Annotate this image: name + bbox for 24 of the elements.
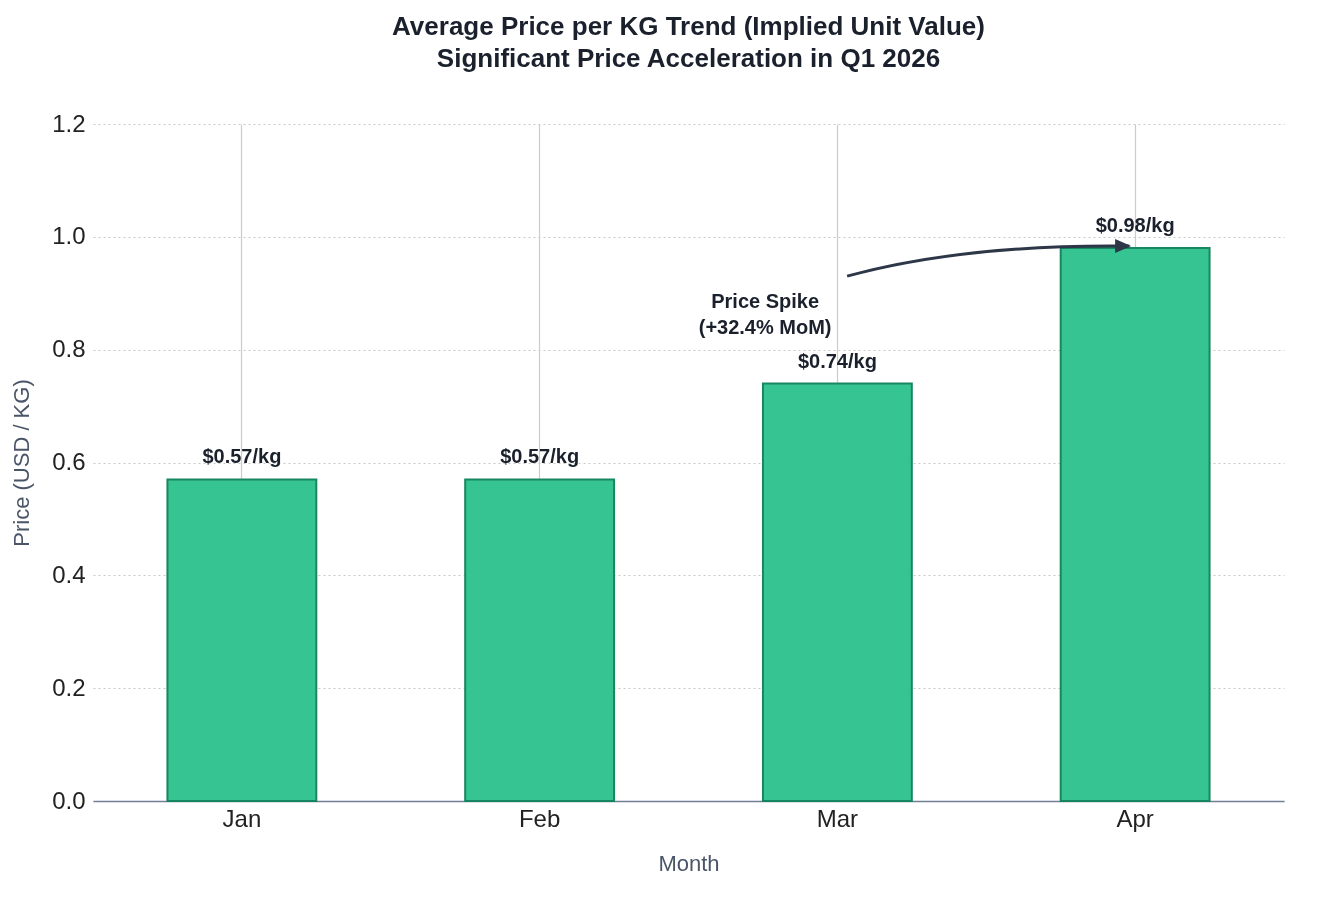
x-tick-label: Apr — [1116, 804, 1154, 832]
y-tick-label: 0.8 — [52, 335, 86, 363]
bar — [464, 478, 616, 802]
y-tick-label: 1.2 — [52, 109, 86, 137]
x-tick-label: Mar — [816, 804, 859, 832]
chart-subtitle: Significant Price Acceleration in Q1 2026 — [436, 43, 941, 73]
annotation: Price Spike (+32.4% MoM) — [698, 290, 832, 339]
x-axis-title: Month — [658, 850, 720, 876]
x-tick-label: Feb — [518, 804, 561, 832]
data-label: $0.74/kg — [797, 349, 877, 372]
bar — [166, 478, 318, 802]
data-label: $0.57/kg — [500, 445, 580, 468]
data-label: $0.98/kg — [1095, 214, 1175, 237]
y-tick-label: 0.6 — [52, 448, 86, 475]
y-tick-label: 0.0 — [52, 786, 86, 814]
bar — [761, 382, 913, 802]
data-label: $0.57/kg — [202, 445, 282, 468]
y-tick-label: 1.0 — [52, 222, 86, 250]
x-tick-label: Jan — [222, 804, 262, 832]
y-tick-label: 0.2 — [52, 673, 86, 701]
y-axis-title: Price (USD / KG) — [9, 379, 35, 547]
y-tick-label: 0.4 — [52, 560, 86, 588]
chart-title: Average Price per KG Trend (Implied Unit Value) — [392, 11, 985, 41]
bar — [1059, 247, 1211, 802]
